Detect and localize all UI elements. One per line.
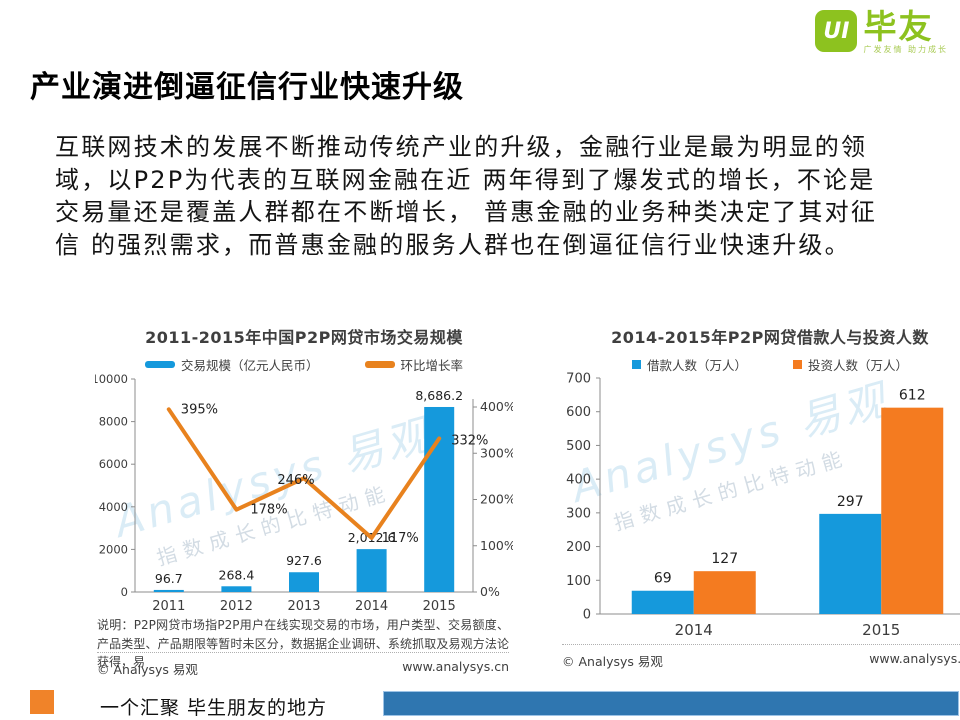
body-line: 信 的强烈需求，而普惠金融的服务人群也在倒逼征信行业快速升级。: [55, 230, 851, 259]
body-line: 交易量还是覆盖人群都在不断增长， 普惠金融的业务种类决定了其对征: [55, 198, 878, 226]
legend-label: 投资人数（万人）: [808, 358, 909, 373]
y-tick-label: 600: [566, 405, 591, 420]
left-chart-source-row: © Analysys 易观 www.analysys.cn: [97, 652, 509, 678]
y-tick-label: 700: [566, 372, 591, 387]
line-value-label: 117%: [382, 531, 419, 546]
legend-label: 交易规模（亿元人民币）: [180, 358, 319, 373]
borrower-bar: [631, 590, 694, 614]
y2-tick-label: 400%: [480, 399, 513, 414]
x-tick-label: 2014: [355, 599, 388, 614]
y2-tick-label: 300%: [480, 445, 513, 460]
y-tick-label: 10000: [95, 374, 128, 386]
y-tick-label: 0: [583, 608, 591, 623]
body-line: 域，以P2P为代表的互联网金融在近 两年得到了爆发式的增长，不论是: [55, 165, 876, 194]
right-chart-plot: 0 100 200 300 400 500 600 700 69 127 2014 297 612 201…: [566, 372, 960, 638]
bar-value-label: 297: [837, 494, 864, 510]
x-tick-label: 2012: [220, 599, 253, 614]
right-chart-source-row: © Analysys 易观 www.analysys.cn: [562, 644, 960, 670]
line-value-label: 178%: [250, 503, 287, 518]
legend-swatch: [144, 361, 175, 368]
footer-tagline: 一个汇聚 毕生朋友的地方: [100, 697, 328, 719]
source-attribution: © Analysys 易观: [97, 662, 198, 677]
x-tick-label: 2014: [675, 621, 713, 638]
line-value-label: 332%: [451, 433, 488, 448]
legend-swatch: [364, 361, 395, 368]
borrower-bar: [819, 513, 882, 614]
transaction-volume-bar: [289, 572, 319, 592]
source-attribution: © Analysys 易观: [562, 654, 663, 669]
logo-tagline: 广发友情 助力成长: [863, 45, 948, 54]
bar-value-label: 127: [711, 551, 738, 567]
transaction-volume-bar: [356, 549, 387, 592]
y-tick-label: 300: [566, 506, 591, 521]
bar-value-label: 612: [899, 388, 926, 404]
y2-tick-label: 100%: [480, 538, 513, 553]
bar-value-label: 268.4: [219, 567, 255, 582]
right-chart-title: 2014-2015年P2P网贷借款人与投资人数: [611, 328, 929, 347]
legend-label: 环比增长率: [400, 358, 464, 373]
investor-bar: [881, 407, 944, 614]
bar-value-label: 69: [654, 571, 672, 587]
transaction-volume-bar: [221, 586, 252, 592]
legend-swatch: [793, 360, 802, 369]
logo-text: 毕友 广发友情 助力成长: [863, 10, 948, 54]
legend-item: 借款人数（万人）: [631, 355, 747, 374]
right-chart-legend: 借款人数（万人） 投资人数（万人）: [560, 355, 960, 374]
source-url: www.analysys.cn: [402, 659, 509, 674]
line-value-label: 246%: [277, 473, 314, 488]
left-chart-figure: Analysys 易观 指数成长的比特动能 2011-2015年中国P2P网贷市…: [95, 314, 513, 686]
legend-item: 投资人数（万人）: [793, 355, 908, 374]
right-chart-figure: Analysys 易观 指数成长的比特动能 2014-2015年P2P网贷借款人…: [560, 314, 960, 686]
y-tick-label: 6000: [99, 457, 128, 471]
footer-accent-square: [30, 690, 54, 714]
bar-value-label: 96.7: [155, 571, 183, 586]
y2-tick-label: 200%: [480, 492, 513, 507]
y-tick-label: 2000: [99, 542, 128, 556]
footer-bar: [383, 691, 959, 716]
y2-tick-label: 0%: [480, 584, 500, 599]
logo-ui-badge: UI: [815, 10, 858, 52]
bar-value-label: 8,686.2: [415, 388, 463, 403]
y-tick-label: 500: [566, 439, 591, 454]
legend-swatch: [631, 360, 641, 369]
investor-bar: [693, 571, 756, 614]
left-chart-title: 2011-2015年中国P2P网贷市场交易规模: [145, 328, 463, 347]
line-value-label: 395%: [181, 402, 218, 417]
page-title: 产业演进倒逼征信行业快速升级: [30, 70, 464, 105]
body-paragraph: 互联网技术的发展不断推动传统产业的升级，金融行业是最为明显的领 域，以P2P为代…: [55, 131, 915, 261]
transaction-volume-bar: [424, 406, 455, 592]
legend-item: 交易规模（亿元人民币）: [144, 355, 319, 374]
legend-label: 借款人数（万人）: [646, 358, 747, 373]
left-chart-note: 说明：P2P网贷市场指P2P用户在线实现交易的市场，用户类型、交易额度、产品类型…: [97, 618, 509, 670]
growth-rate-line: [166, 407, 442, 540]
logo: UI 毕友 广发友情 助力成长: [815, 10, 948, 54]
left-chart-plot: 0 2000 4000 6000 8000 10000 0% 100% 200% 300% 400%…: [95, 374, 513, 614]
legend-item: 环比增长率: [364, 355, 464, 374]
y-tick-label: 8000: [99, 415, 128, 429]
logo-brand: 毕友: [863, 7, 934, 46]
x-tick-label: 2015: [423, 599, 456, 614]
bar-value-label: 927.6: [286, 553, 322, 568]
y-tick-label: 400: [566, 473, 591, 488]
source-url: www.analysys.cn: [869, 651, 960, 666]
y-tick-label: 200: [566, 540, 591, 555]
y-tick-label: 4000: [99, 500, 128, 514]
x-tick-label: 2011: [152, 599, 185, 614]
body-line: 互联网技术的发展不断推动传统产业的升级，金融行业是最为明显的领: [55, 133, 868, 161]
left-chart-legend: 交易规模（亿元人民币） 环比增长率: [95, 355, 513, 374]
x-tick-label: 2015: [862, 621, 900, 638]
y-tick-label: 100: [566, 574, 591, 589]
logo-ui-text: UI: [823, 18, 850, 44]
x-tick-label: 2013: [287, 599, 320, 614]
transaction-volume-bar: [153, 589, 184, 592]
y-tick-label: 0: [121, 585, 128, 599]
